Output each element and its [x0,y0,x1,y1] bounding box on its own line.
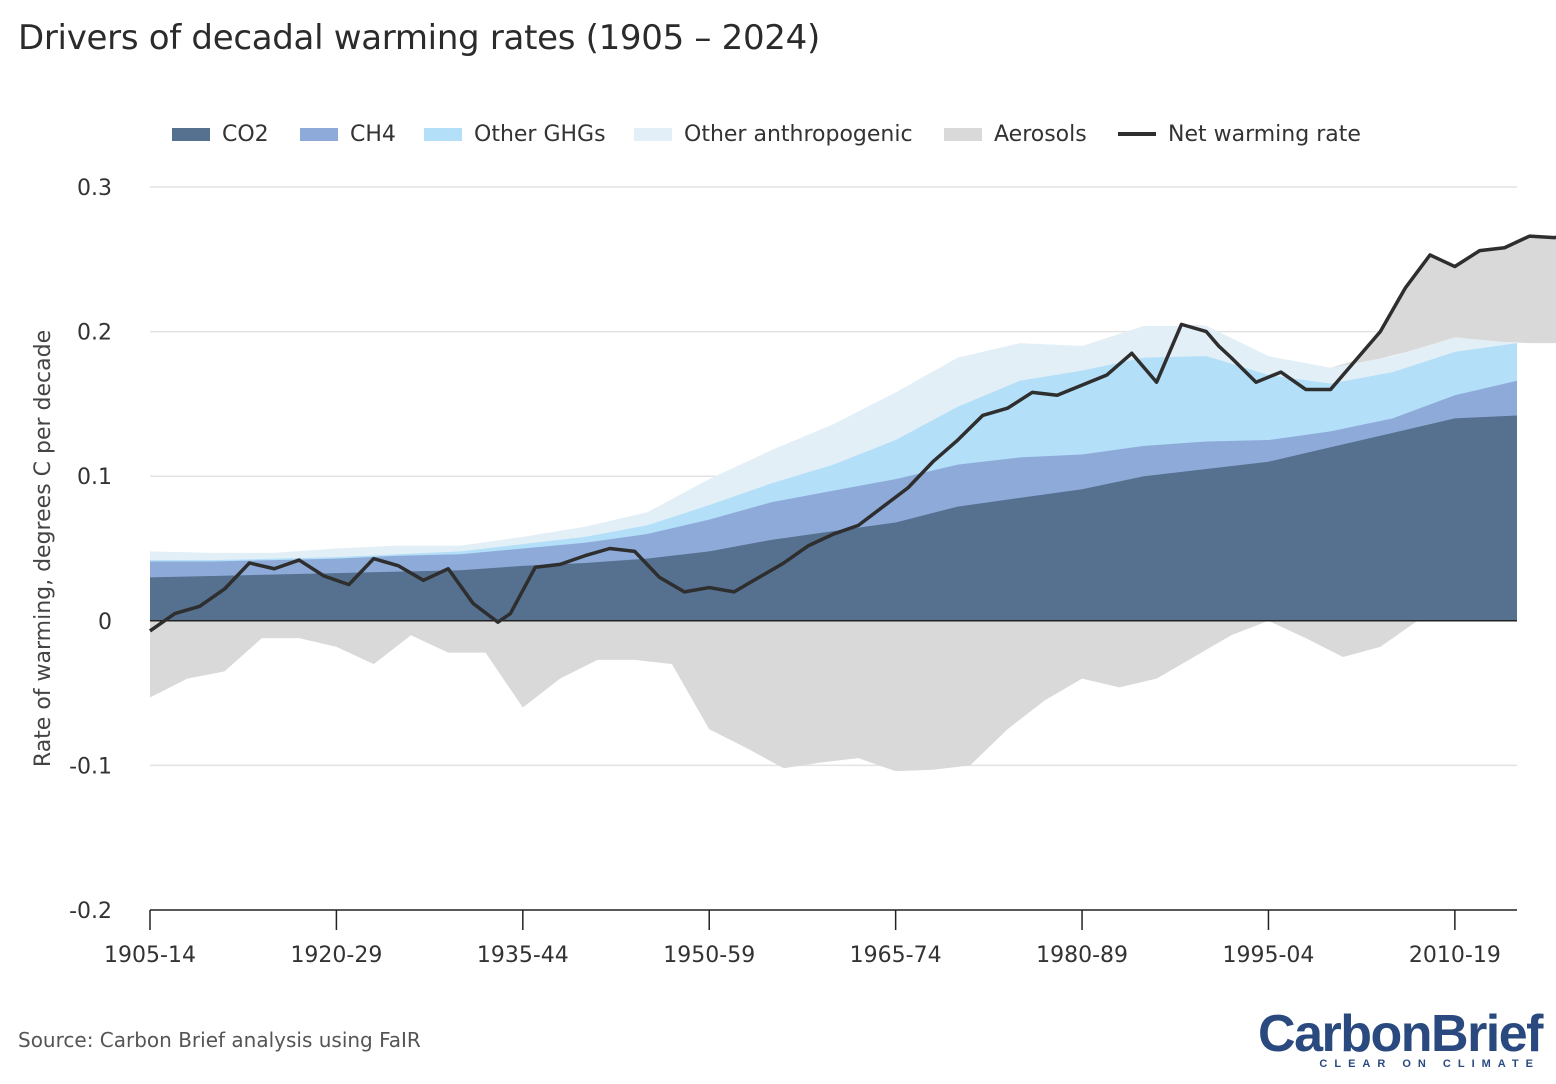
y-tick-label: -0.2 [69,899,112,924]
x-tick-label: 1980-89 [1036,943,1128,968]
x-tick-label: 1965-74 [850,943,942,968]
area-aerosols-positive [1181,236,1556,368]
legend: CO2 CH4 Other GHGs Other anthropogenic A… [0,116,1556,152]
legend-swatch-net-warming-rate [1118,132,1156,136]
legend-swatch-other-ghgs [424,127,462,141]
net-warming-line [148,234,1556,633]
legend-label-other-anthropogenic: Other anthropogenic [684,121,913,147]
y-axis-label: Rate of warming, degrees C per decade [31,330,56,767]
y-tick-label: 0.1 [77,465,112,490]
legend-swatch-aerosols [944,127,982,141]
y-tick-label: 0.3 [77,176,112,201]
legend-item-other-ghgs: Other GHGs [424,116,606,152]
chart-title: Drivers of decadal warming rates (1905 –… [18,18,820,58]
legend-item-other-anthropogenic: Other anthropogenic [634,116,913,152]
legend-label-other-ghgs: Other GHGs [474,121,606,147]
y-tick-label: 0 [98,610,112,635]
legend-label-co2: CO2 [222,121,269,147]
y-axis: 0.3 0.2 0.1 0 -0.1 -0.2 Rate of warming, degre… [31,176,112,924]
legend-label-net-warming-rate: Net warming rate [1168,121,1361,147]
area-co2 [150,415,1517,621]
carbon-brief-logo: CarbonBrief CLEAR ON CLIMATE [1258,1005,1543,1070]
x-axis: 1905-14 1920-29 1935-44 1950-59 1965-74 1980-… [104,909,1517,968]
area-layers [150,236,1556,772]
x-tick-label: 1950-59 [663,943,755,968]
y-tick-label: 0.2 [77,321,112,346]
x-tick-label: 1995-04 [1222,943,1314,968]
x-tick-label: 2010-19 [1409,943,1501,968]
area-aerosols [150,620,1556,772]
x-tick-label: 1905-14 [104,943,196,968]
legend-item-ch4: CH4 [300,116,396,152]
legend-label-aerosols: Aerosols [994,121,1087,147]
x-tick-label: 1935-44 [477,943,569,968]
legend-item-net-warming-rate: Net warming rate [1118,116,1361,152]
legend-swatch-co2 [172,127,210,141]
source-note: Source: Carbon Brief analysis using FaIR [18,1028,421,1052]
legend-item-aerosols: Aerosols [944,116,1087,152]
net-line-layer [148,234,1556,633]
x-tick-label: 1920-29 [290,943,382,968]
legend-swatch-ch4 [300,127,338,141]
legend-item-co2: CO2 [172,116,269,152]
logo-wordmark: CarbonBrief [1258,1005,1543,1063]
logo-tagline: CLEAR ON CLIMATE [1319,1058,1540,1070]
chart-plot: 1905-14 1920-29 1935-44 1950-59 1965-74 1980-… [31,176,1556,968]
legend-label-ch4: CH4 [350,121,396,147]
y-tick-label: -0.1 [69,754,112,779]
legend-swatch-other-anthropogenic [634,127,672,141]
